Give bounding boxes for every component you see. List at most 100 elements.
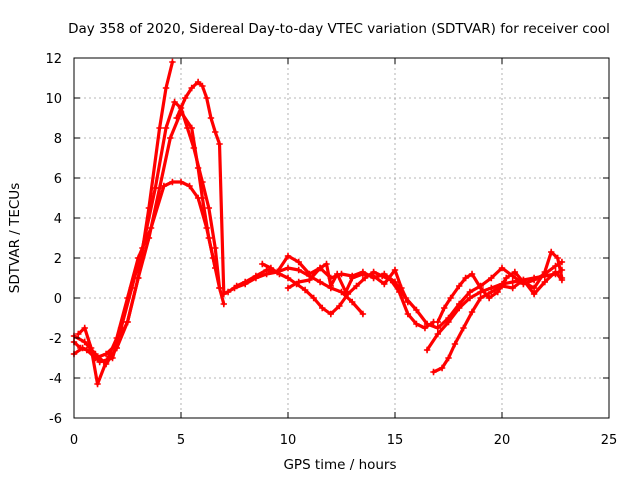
data-point (498, 264, 506, 272)
y-tick-label: 2 (54, 252, 62, 267)
data-point (456, 304, 463, 312)
data-point (301, 286, 309, 294)
data-point (319, 304, 326, 312)
data-point (263, 266, 270, 274)
data-point (520, 278, 527, 286)
data-point (541, 278, 548, 286)
data-point (530, 284, 538, 292)
data-point (451, 340, 459, 348)
data-point (327, 282, 334, 290)
data-point (466, 294, 474, 302)
data-point (284, 252, 292, 260)
data-point (259, 260, 266, 268)
chart-title: Day 358 of 2020, Sidereal Day-to-day VTE… (68, 21, 610, 37)
data-point (552, 262, 559, 270)
data-point (434, 318, 441, 326)
data-point (75, 330, 82, 338)
data-point (124, 318, 131, 326)
data-point (145, 234, 153, 242)
data-point (212, 244, 219, 252)
data-point (207, 114, 215, 122)
data-point (306, 270, 313, 278)
data-point (541, 268, 548, 276)
y-axis-ticks: -6 -4 -2 0 2 4 6 8 10 12 (45, 52, 609, 427)
data-point (167, 134, 174, 142)
data-point (378, 272, 386, 280)
data-point (494, 288, 501, 296)
x-tick-label: 5 (177, 433, 185, 448)
data-point (79, 344, 86, 352)
data-point (199, 194, 206, 202)
data-point (396, 288, 403, 296)
data-point (216, 284, 223, 292)
data-point (468, 270, 476, 278)
data-point (530, 274, 538, 282)
data-point (284, 284, 292, 292)
data-point (216, 140, 223, 148)
y-tick-label: 6 (54, 172, 62, 187)
data-point (477, 284, 484, 292)
y-tick-label: 4 (54, 212, 62, 227)
data-point (177, 178, 185, 186)
data-point (284, 264, 292, 272)
data-point (194, 78, 202, 86)
data-point (205, 204, 213, 212)
data-point (205, 234, 213, 242)
data-point (252, 272, 260, 280)
data-point (186, 182, 193, 190)
data-point (188, 124, 195, 132)
x-tick-label: 20 (494, 433, 511, 448)
data-point (460, 324, 467, 332)
series-line (72, 110, 217, 366)
data-point (359, 310, 367, 318)
y-tick-label: -6 (49, 412, 62, 427)
data-point (156, 184, 163, 192)
data-point (327, 310, 334, 318)
series-track-9 (423, 266, 566, 354)
data-point (224, 288, 232, 296)
data-point (102, 360, 110, 368)
data-point (441, 304, 448, 312)
data-point (212, 264, 219, 272)
data-point (162, 84, 170, 92)
data-point (503, 274, 510, 282)
data-point (334, 270, 341, 278)
data-point (447, 294, 454, 302)
data-point (552, 268, 559, 276)
x-axis-label: GPS time / hours (283, 457, 396, 473)
data-point (135, 274, 142, 282)
data-point (445, 354, 452, 362)
series-track-4 (70, 108, 219, 368)
data-point (295, 278, 302, 286)
data-point (554, 254, 561, 262)
data-point (413, 306, 420, 314)
data-point (113, 344, 120, 352)
data-point (485, 294, 493, 302)
x-tick-label: 0 (70, 433, 78, 448)
plot-frame (73, 57, 610, 419)
data-point (295, 266, 302, 274)
data-point (462, 274, 469, 282)
data-point (349, 298, 356, 306)
data-point (509, 278, 516, 286)
series-track-10 (430, 268, 566, 376)
series-line (431, 270, 564, 374)
data-point (233, 282, 240, 290)
data-point (511, 268, 519, 276)
data-point (342, 288, 349, 296)
data-point (430, 368, 437, 376)
data-point (466, 288, 474, 296)
grid (74, 58, 609, 418)
data-point (242, 278, 249, 286)
y-tick-label: -2 (49, 332, 62, 347)
data-point (160, 182, 168, 190)
data-point (284, 274, 292, 282)
y-tick-label: -4 (49, 372, 62, 387)
data-point (199, 82, 206, 90)
data-point (456, 282, 463, 290)
data-point (113, 334, 120, 342)
data-point (295, 258, 302, 266)
data-point (381, 280, 388, 288)
data-point (188, 84, 195, 92)
data-point (488, 288, 495, 296)
